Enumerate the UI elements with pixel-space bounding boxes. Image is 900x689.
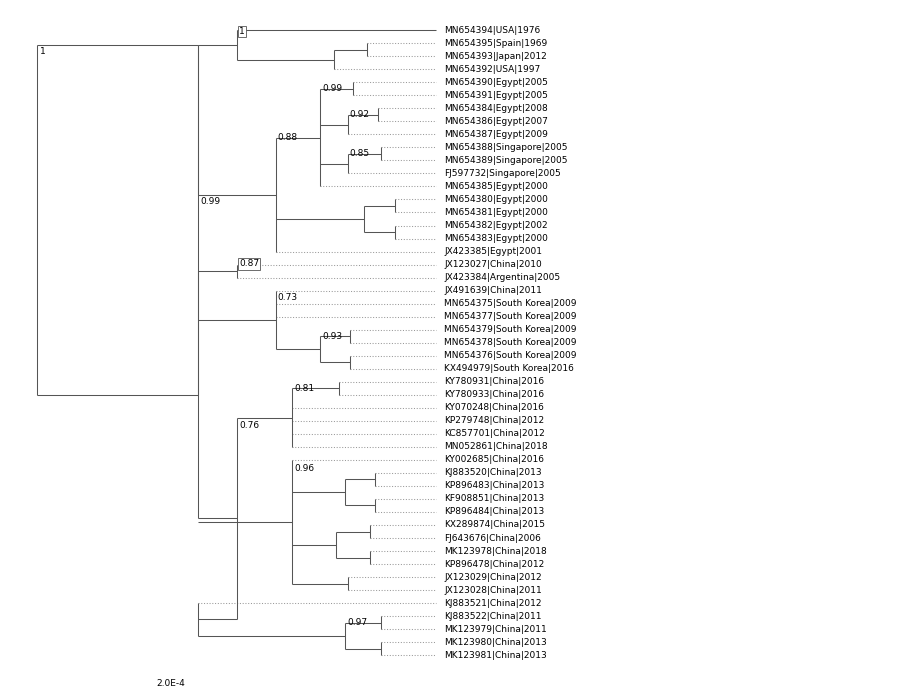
Text: 0.96: 0.96 [294,464,314,473]
Text: KJ883522|China|2011: KJ883522|China|2011 [445,612,542,621]
Text: KY780933|China|2016: KY780933|China|2016 [445,390,544,400]
Text: MN654386|Egypt|2007: MN654386|Egypt|2007 [445,117,548,126]
Text: MN654388|Singapore|2005: MN654388|Singapore|2005 [445,143,568,152]
Text: 1: 1 [40,47,46,56]
Text: MN654392|USA|1997: MN654392|USA|1997 [445,65,541,74]
Text: KY002685|China|2016: KY002685|China|2016 [445,455,544,464]
Text: MN654391|Egypt|2005: MN654391|Egypt|2005 [445,91,548,100]
Text: 0.85: 0.85 [350,150,370,158]
Text: KY070248|China|2016: KY070248|China|2016 [445,403,544,412]
Text: 0.76: 0.76 [239,422,259,431]
Text: MN654375|South Korea|2009: MN654375|South Korea|2009 [445,299,577,308]
Text: MN654385|Egypt|2000: MN654385|Egypt|2000 [445,182,548,191]
Text: JX491639|China|2011: JX491639|China|2011 [445,286,543,295]
Text: KF908851|China|2013: KF908851|China|2013 [445,495,544,504]
Text: JX123027|China|2010: JX123027|China|2010 [445,260,542,269]
Text: MN654394|USA|1976: MN654394|USA|1976 [445,25,541,34]
Text: MK123980|China|2013: MK123980|China|2013 [445,638,547,647]
Text: JX123028|China|2011: JX123028|China|2011 [445,586,542,595]
Text: JX423384|Argentina|2005: JX423384|Argentina|2005 [445,273,561,282]
Text: 0.81: 0.81 [294,384,314,393]
Text: 0.92: 0.92 [350,110,370,119]
Text: 0.93: 0.93 [322,331,342,340]
Text: MN654393|Japan|2012: MN654393|Japan|2012 [445,52,547,61]
Text: MN654376|South Korea|2009: MN654376|South Korea|2009 [445,351,577,360]
Text: MN654384|Egypt|2008: MN654384|Egypt|2008 [445,104,548,113]
Text: MN654379|South Korea|2009: MN654379|South Korea|2009 [445,325,577,334]
Text: MN654395|Spain|1969: MN654395|Spain|1969 [445,39,548,48]
Text: 2.0E-4: 2.0E-4 [156,679,184,688]
Text: KJ883520|China|2013: KJ883520|China|2013 [445,469,542,477]
Text: KX289874|China|2015: KX289874|China|2015 [445,520,545,530]
Text: 0.97: 0.97 [347,618,367,627]
Text: KP896478|China|2012: KP896478|China|2012 [445,559,544,568]
Text: KP896484|China|2013: KP896484|China|2013 [445,508,544,517]
Text: 0.88: 0.88 [278,133,298,142]
Text: MN654381|Egypt|2000: MN654381|Egypt|2000 [445,208,548,217]
Text: MN654390|Egypt|2005: MN654390|Egypt|2005 [445,78,548,87]
Text: 0.99: 0.99 [200,197,220,206]
Text: MK123979|China|2011: MK123979|China|2011 [445,625,547,634]
Text: 0.73: 0.73 [278,294,298,302]
Text: KJ883521|China|2012: KJ883521|China|2012 [445,599,542,608]
Text: MN052861|China|2018: MN052861|China|2018 [445,442,548,451]
Text: MN654377|South Korea|2009: MN654377|South Korea|2009 [445,312,577,321]
Text: 0.99: 0.99 [322,84,342,93]
Text: KX494979|South Korea|2016: KX494979|South Korea|2016 [445,364,574,373]
Text: MN654380|Egypt|2000: MN654380|Egypt|2000 [445,195,548,204]
Text: KY780931|China|2016: KY780931|China|2016 [445,378,544,387]
Text: 1: 1 [239,27,245,36]
Text: KP896483|China|2013: KP896483|China|2013 [445,482,544,491]
Text: MK123978|China|2018: MK123978|China|2018 [445,546,547,555]
Text: KP279748|China|2012: KP279748|China|2012 [445,416,544,425]
Text: FJ597732|Singapore|2005: FJ597732|Singapore|2005 [445,169,562,178]
Text: MN654387|Egypt|2009: MN654387|Egypt|2009 [445,130,548,139]
Text: MN654378|South Korea|2009: MN654378|South Korea|2009 [445,338,577,347]
Text: 0.87: 0.87 [239,260,259,269]
Text: MN654382|Egypt|2002: MN654382|Egypt|2002 [445,221,548,230]
Text: KC857701|China|2012: KC857701|China|2012 [445,429,545,438]
Text: JX423385|Egypt|2001: JX423385|Egypt|2001 [445,247,543,256]
Text: FJ643676|China|2006: FJ643676|China|2006 [445,533,541,542]
Text: MK123981|China|2013: MK123981|China|2013 [445,650,547,659]
Text: MN654383|Egypt|2000: MN654383|Egypt|2000 [445,234,548,243]
Text: MN654389|Singapore|2005: MN654389|Singapore|2005 [445,156,568,165]
Text: JX123029|China|2012: JX123029|China|2012 [445,573,542,582]
